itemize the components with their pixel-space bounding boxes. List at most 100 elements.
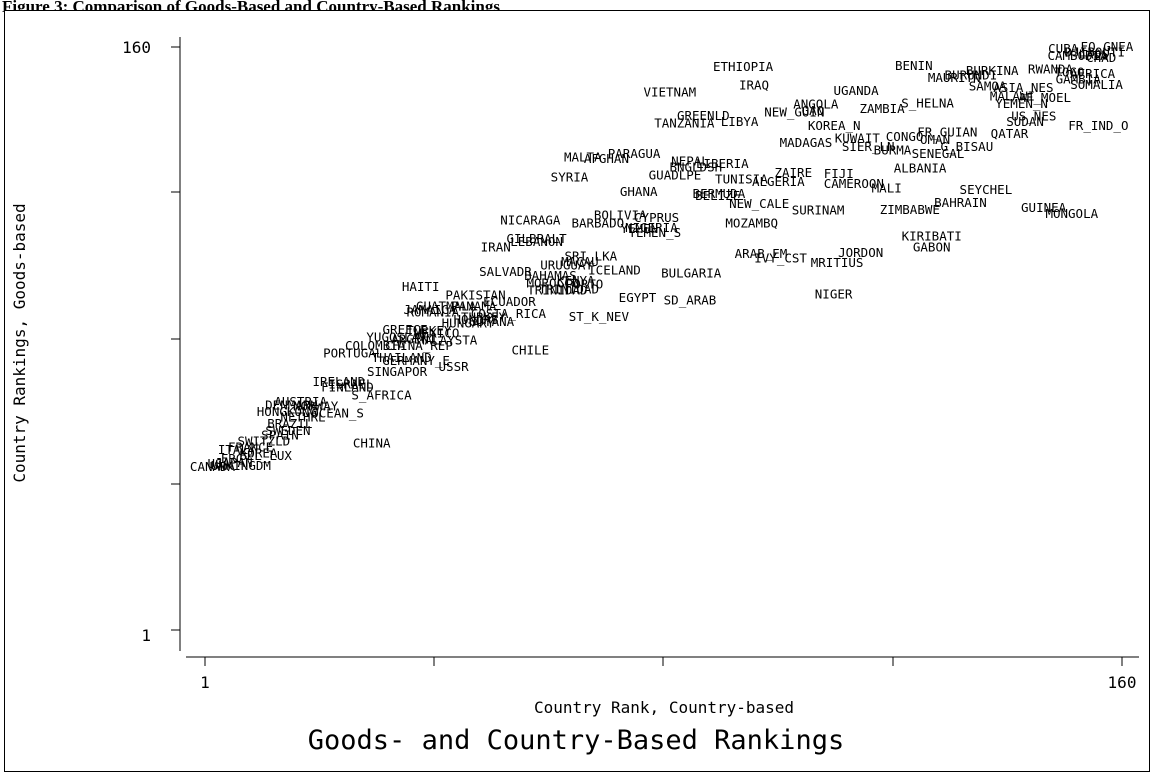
data-point-label: MALAYSTA — [417, 333, 478, 348]
data-point-label: IRAN — [481, 240, 511, 255]
data-point-label: BURMA — [874, 142, 912, 157]
data-point-label: S_HELNA — [901, 96, 954, 111]
data-point-label: GUYANA — [469, 314, 515, 329]
axes: 160 1 1 160 Country Rank, Country-based … — [10, 37, 1139, 756]
data-point-label: JAMAICA — [404, 302, 457, 317]
data-point-label: SWEDEN — [265, 423, 310, 438]
data-point-label: US_NES — [1011, 109, 1056, 124]
data-point-label: S_AFRICA — [351, 388, 412, 403]
data-point-label: ICELAND — [588, 262, 641, 277]
data-point-label: NEPAL — [671, 153, 709, 168]
data-point-label: MONGOLA — [1045, 206, 1098, 221]
data-point-label: AUSTRIA — [274, 394, 327, 409]
data-point-label: NICARAGA — [500, 212, 561, 227]
data-point-label: SENEGAL — [912, 146, 965, 161]
data-point-label: SYRIA — [551, 170, 589, 185]
data-point-label: KIRIBATI — [902, 229, 962, 244]
data-point-label: YUGOSLAV — [366, 329, 427, 344]
data-point-label: CHAD — [1086, 50, 1116, 65]
data-point-label: IRAQ — [739, 78, 769, 93]
data-point-label: GAMBIA — [1056, 72, 1102, 87]
data-point-label: CANADA — [190, 459, 236, 474]
data-point-label: USA — [208, 456, 231, 471]
data-point-label: BURUNDI — [945, 68, 998, 83]
data-point-label: ALGERIA — [752, 174, 805, 189]
data-point-label: ASIA_NES — [993, 80, 1053, 95]
data-point-label: MAURITN — [928, 70, 981, 85]
data-point-label: FINLAND — [321, 380, 374, 395]
data-point-label: LEBANON — [510, 234, 563, 249]
data-point-label: TRINIDAD — [539, 281, 599, 296]
data-point-label: BULGARIA — [661, 266, 722, 281]
data-point-label: GILBRALT — [506, 231, 567, 246]
data-point-label: NEW_CALE — [729, 196, 789, 211]
data-point-label: ARGENT — [391, 332, 437, 347]
data-point-label: HONDRS — [454, 312, 499, 327]
data-point-label: SRI_LKA — [564, 249, 617, 264]
data-point-label: AFRICA — [1070, 66, 1116, 81]
data-point-label: SURINAM — [792, 203, 845, 218]
chart-title: Goods- and Country-Based Rankings — [308, 725, 844, 756]
data-point-label: COLOMBIA — [345, 338, 406, 353]
data-point-label: ECUADOR — [483, 294, 536, 309]
data-point-label: CONGO — [886, 129, 924, 144]
scatter-chart: 160 1 1 160 Country Rank, Country-based … — [10, 37, 1139, 756]
data-point-label: FR_IND_O — [1068, 118, 1128, 133]
data-point-label: MOROCCO — [526, 276, 579, 291]
data-point-label: NETHRL — [280, 409, 325, 424]
data-point-label: JORDON — [838, 245, 883, 260]
data-point-label: KOREA_N — [808, 118, 861, 133]
data-point-label: DENMARK — [265, 398, 318, 413]
data-point-label: SINGAPOR — [367, 364, 428, 379]
data-point-label: SAMOA — [969, 79, 1007, 94]
data-point-label: MACAU — [561, 254, 599, 269]
data-point-label: BNGLDSH — [669, 159, 722, 174]
data-point-label: HONGKONG — [257, 404, 317, 419]
data-point-label: PORTUGAL — [323, 346, 383, 361]
data-point-label: URUGUAY — [540, 258, 593, 273]
x-axis-label: Country Rank, Country-based — [534, 698, 794, 717]
data-point-label: GERMANY_E — [382, 353, 450, 368]
data-point-label: GHANA — [620, 184, 658, 199]
data-point-label: DJIBOUTI — [1065, 45, 1125, 60]
data-point-label: MADAGAS — [780, 135, 833, 150]
data-point-label: BARBADO — [571, 216, 624, 231]
data-point-label: AFGHAN — [584, 151, 629, 166]
data-point-label: TURKEY — [406, 323, 452, 338]
data-point-label: EQ_GNEA — [1081, 39, 1134, 54]
data-point-label: UNKINGDM — [211, 458, 271, 473]
data-point-label: YEMEN_S — [628, 225, 681, 240]
data-point-label: CAMEROON — [824, 176, 884, 191]
data-point-label: VIETNAM — [643, 85, 696, 100]
data-point-label: ARAB_EM — [735, 246, 788, 261]
data-point-label: KUWAIT — [835, 130, 881, 145]
data-point-label: LAOS — [1079, 46, 1109, 61]
data-point-label: JAPAN — [215, 455, 253, 470]
data-point-label: FRG — [221, 451, 244, 466]
data-point-label: CUBA — [1048, 41, 1079, 56]
data-point-label: G_BISAU — [941, 139, 994, 154]
data-point-label: RWANDA — [1028, 61, 1074, 76]
data-point-label: CHINA_REP — [385, 338, 453, 353]
data-point-label: ROMANIA — [406, 305, 459, 320]
data-point-label: HUNGARY — [442, 316, 495, 331]
data-point-label: NORWAY — [293, 399, 339, 414]
data-point-label: IVY_CST — [754, 251, 807, 266]
data-point-label: FIJI — [824, 166, 854, 181]
data-point-label: BENIN — [895, 58, 933, 73]
data-point-label: BEL_LUX — [239, 448, 292, 463]
data-point-label: ZIMBABWE — [880, 202, 940, 217]
data-point-label: MALTA — [564, 150, 602, 165]
data-point-label: SIER_LN — [842, 139, 895, 154]
data-point-label: THAILAND — [372, 350, 432, 365]
data-point-label: CYPRUS — [634, 210, 679, 225]
data-point-label: MALAWI — [990, 89, 1035, 104]
data-point-label: NEW_GUIN — [764, 105, 824, 120]
data-point-label: ETHIOPIA — [713, 59, 774, 74]
data-point-label: GAO — [802, 103, 825, 118]
data-point-label: EGYPT — [619, 290, 657, 305]
data-point-label: ZAMBIA — [860, 101, 906, 116]
data-point-label: PANAMA — [451, 299, 497, 314]
data-point-label: ST_K_NEV — [569, 309, 630, 324]
data-point-label: BOLIVIA — [594, 207, 647, 222]
